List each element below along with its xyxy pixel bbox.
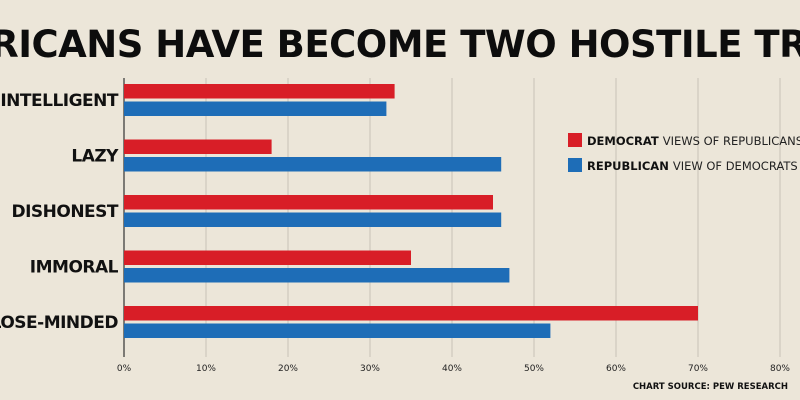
x-tick-label: 0% xyxy=(117,364,132,374)
republican-bar xyxy=(124,157,502,172)
x-axis-ticks: 0% 10% 20% 30% 40% 50% 60% 70% 80% xyxy=(117,364,791,374)
democrat-bar xyxy=(124,139,272,154)
category-label: LAZY xyxy=(71,147,119,167)
x-tick-label: 40% xyxy=(442,364,462,374)
x-tick-label: 30% xyxy=(360,364,380,374)
bars-group xyxy=(124,84,698,338)
x-tick-label: 80% xyxy=(770,364,790,374)
x-tick-label: 50% xyxy=(524,364,544,374)
republican-bar xyxy=(124,212,502,227)
chart-title: AMERICANS HAVE BECOME TWO HOSTILE TRIBES xyxy=(0,23,800,66)
democrat-bar xyxy=(124,195,493,210)
republican-bar xyxy=(124,268,510,283)
category-labels: UNINTELLIGENT LAZY DISHONEST IMMORAL CLOSE-M… xyxy=(0,91,120,333)
x-tick-label: 70% xyxy=(688,364,708,374)
category-label: UNINTELLIGENT xyxy=(0,91,119,111)
category-label: CLOSE-MINDED xyxy=(0,313,118,333)
legend: DEMOCRAT VIEWS OF REPUBLICANS REPUBLICAN … xyxy=(568,133,800,173)
category-label: IMMORAL xyxy=(30,258,119,278)
x-tick-label: 20% xyxy=(278,364,298,374)
republican-bar xyxy=(124,323,551,338)
democrat-legend-label: DEMOCRAT VIEWS OF REPUBLICANS xyxy=(587,134,800,148)
democrat-bar xyxy=(124,250,411,265)
democrat-bar xyxy=(124,84,395,99)
democrat-bar xyxy=(124,306,698,321)
chart-source: CHART SOURCE: PEW RESEARCH xyxy=(633,382,788,392)
republican-legend-swatch xyxy=(568,158,582,172)
republican-legend-label: REPUBLICAN VIEW OF DEMOCRATS xyxy=(587,159,798,173)
republican-bar xyxy=(124,101,387,116)
category-label: DISHONEST xyxy=(11,202,118,222)
x-tick-label: 60% xyxy=(606,364,626,374)
democrat-legend-swatch xyxy=(568,133,582,147)
x-tick-label: 10% xyxy=(196,364,216,374)
